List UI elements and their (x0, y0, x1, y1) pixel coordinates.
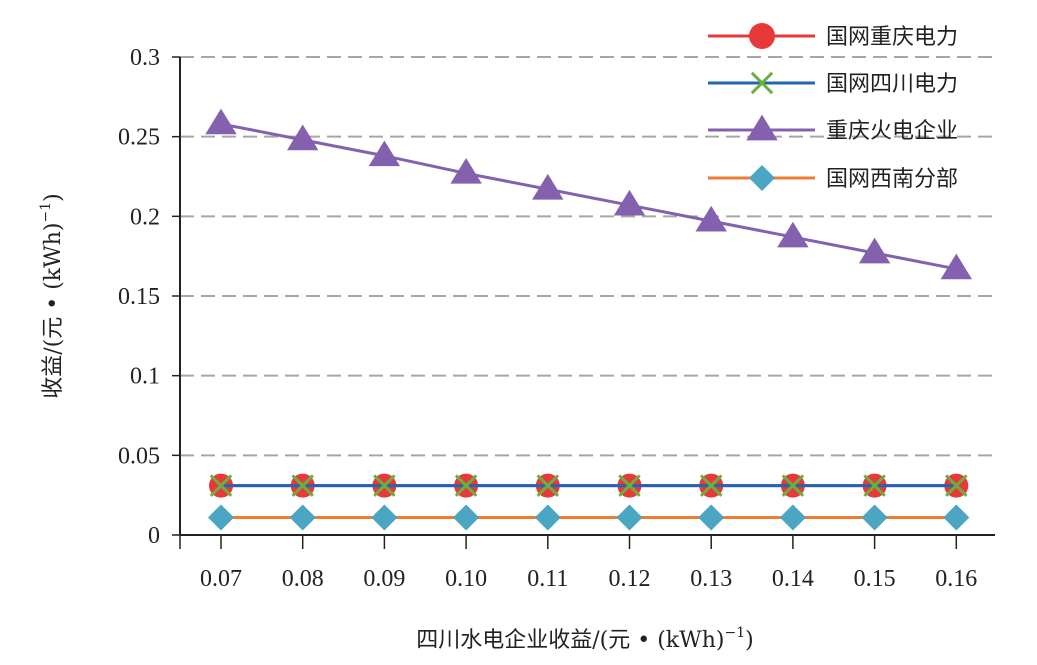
series-3-point (613, 189, 646, 216)
y-tick-label: 0.2 (130, 204, 160, 230)
y-axis-title-main: 收益/(元 • (kWh) (41, 222, 66, 398)
legend-item: 国网重庆电力 (708, 23, 958, 50)
series-2-point (454, 474, 478, 497)
series-3-point (450, 157, 482, 184)
series-2-point-stroke (945, 474, 968, 497)
x-tick-label: 0.11 (527, 566, 568, 592)
x-tick-label: 0.16 (935, 566, 977, 592)
series-3-point (532, 173, 564, 200)
series-3-point (695, 205, 727, 232)
gridlines (180, 56, 995, 457)
series-4-point (453, 504, 480, 531)
x-axis-title-tail: ) (745, 628, 754, 653)
legend-item: 重庆火电企业 (708, 114, 958, 144)
series-3-point (368, 140, 401, 167)
x-axis-title-main: 四川水电企业收益/(元 • (kWh) (416, 628, 724, 653)
series-3-point (205, 108, 237, 135)
x-tick-label: 0.10 (445, 566, 487, 592)
series-4-point (616, 504, 643, 531)
series-4-point (861, 504, 888, 531)
series-2-point (373, 474, 396, 497)
y-tick-label: 0.15 (118, 284, 160, 310)
x-tick-label: 0.08 (282, 566, 324, 592)
series-2-point (699, 474, 723, 497)
y-axis-title-sup: −1 (38, 202, 54, 223)
legend-label: 国网四川电力 (826, 72, 958, 97)
legend-label: 国网西南分部 (826, 167, 958, 192)
y-tick-label: 0.25 (118, 125, 160, 151)
legend-label: 国网重庆电力 (826, 25, 958, 50)
series-2-point (945, 474, 968, 497)
y-tick-label: 0.05 (118, 443, 160, 469)
series-2-point-stroke (373, 474, 396, 497)
series-2-point (863, 474, 886, 497)
series-2-point-stroke (209, 474, 233, 497)
series-4-point (208, 504, 234, 531)
series-2-point-stroke (781, 474, 805, 497)
series-3-point (287, 124, 319, 151)
series-2-point (291, 474, 314, 497)
series-2-point-stroke (454, 474, 478, 497)
x-axis-title: 四川水电企业收益/(元 • (kWh)−1) (416, 625, 753, 653)
x-tick-label: 0.14 (772, 566, 814, 592)
series-2-point-stroke (863, 474, 886, 497)
series-2-point-stroke (618, 474, 641, 497)
series-4-point (534, 504, 561, 531)
y-tick-label: 0.1 (130, 364, 160, 390)
y-axis-title: 收益/(元 • (kWh)−1) (38, 193, 66, 398)
series-4-point (779, 504, 806, 531)
series-4-point (698, 504, 725, 531)
y-tick-label: 0.3 (130, 45, 160, 71)
series-3-line (220, 122, 957, 271)
x-tick-label: 0.15 (854, 566, 896, 592)
series-2-point-stroke (291, 474, 314, 497)
y-axis-title-tail: ) (41, 193, 66, 202)
series-2-point (781, 474, 805, 497)
legend-marker (749, 165, 775, 191)
x-tick-label: 0.12 (609, 566, 651, 592)
x-axis-title-sup: −1 (725, 625, 746, 641)
legend-item: 国网西南分部 (708, 165, 958, 192)
x-tick-label: 0.07 (200, 566, 242, 592)
series-group (205, 108, 972, 531)
series-2-point (209, 474, 233, 497)
series-4-point (371, 504, 398, 531)
legend-item: 国网四川电力 (708, 71, 958, 97)
legend-marker (749, 23, 775, 49)
x-tick-label: 0.13 (690, 566, 732, 592)
legend-label: 重庆火电企业 (826, 119, 958, 144)
series-3-point (940, 253, 972, 280)
series-2-point-stroke (536, 474, 560, 497)
y-tick-label: 0 (148, 523, 160, 549)
series-3-point (777, 221, 809, 248)
axes: 0 0.05 0.1 0.15 0.2 0.25 0.3 0.07 0.08 0.09 0.10 0.… (118, 45, 995, 592)
series-2-point (618, 474, 641, 497)
series-2-point-stroke (699, 474, 723, 497)
series-4-point (943, 504, 970, 531)
legend-marker (750, 71, 774, 95)
series-4-point (289, 504, 316, 531)
x-tick-label: 0.09 (363, 566, 405, 592)
legend-marker-stroke (750, 71, 774, 95)
series-3-point (858, 237, 891, 264)
legend-marker (746, 114, 778, 141)
series-2-point (536, 474, 560, 497)
